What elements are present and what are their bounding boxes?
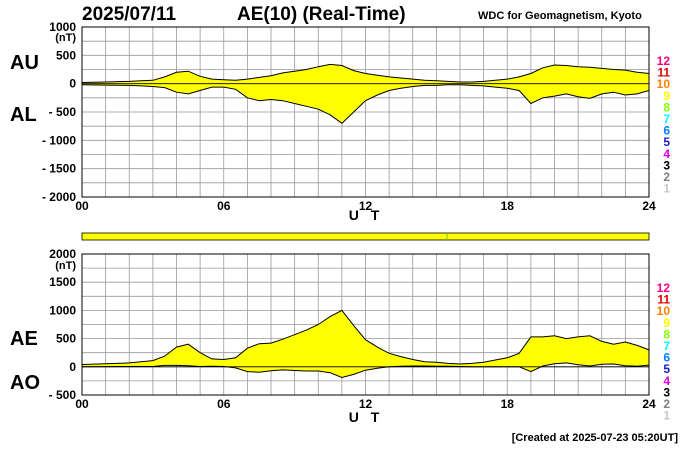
station-label-3: 3 <box>663 158 670 172</box>
station-label-7: 7 <box>663 112 670 126</box>
station-label-8: 8 <box>663 327 670 341</box>
ao-label: AO <box>10 372 40 394</box>
chart-date: 2025/07/11 <box>82 4 177 25</box>
station-label-1: 1 <box>663 409 670 423</box>
station-label-9: 9 <box>663 316 670 330</box>
station-label-2: 2 <box>663 170 670 184</box>
x-tick-label: 06 <box>217 397 231 411</box>
series-line-al <box>81 84 650 124</box>
station-label-8: 8 <box>663 100 670 114</box>
x-tick-label: 12 <box>359 199 373 213</box>
y-tick-label: 500 <box>56 332 76 346</box>
plot-frame <box>81 26 650 198</box>
x-tick-label: 12 <box>359 397 373 411</box>
x-tick-label: 18 <box>501 199 515 213</box>
series-line-au <box>81 63 650 83</box>
x-tick-label: 06 <box>217 199 231 213</box>
y-tick-label: 0 <box>69 77 76 91</box>
y-unit-label: (nT) <box>55 260 76 272</box>
station-label-3: 3 <box>663 385 670 399</box>
y-tick-label: 500 <box>56 48 76 62</box>
station-label-5: 5 <box>663 135 670 149</box>
station-label-5: 5 <box>663 362 670 376</box>
x-tick-label: 00 <box>75 397 89 411</box>
y-tick-label: - 500 <box>49 105 77 119</box>
y-tick-label: - 1000 <box>42 133 76 147</box>
series-line-ae <box>81 309 650 365</box>
station-label-10: 10 <box>657 77 671 91</box>
au-label: AU <box>10 52 39 74</box>
station-label-10: 10 <box>657 304 671 318</box>
data-source: WDC for Geomagnetism, Kyoto <box>478 10 642 22</box>
y-tick-label: - 2000 <box>42 190 76 204</box>
x-tick-label: 18 <box>501 397 515 411</box>
x-axis-label: U T <box>349 207 384 223</box>
station-label-6: 6 <box>663 351 670 365</box>
al-label: AL <box>10 104 37 126</box>
y-tick-label: - 1500 <box>42 162 76 176</box>
station-label-12: 12 <box>657 281 671 295</box>
plot-frame <box>81 253 650 396</box>
y-tick-label: 2000 <box>49 247 76 261</box>
y-tick-label: 1000 <box>49 303 76 317</box>
panel-au-al: 1000 500 0 - 500 - 1000 - 1500 - 2000 (nT) 00 06 1… <box>42 20 670 223</box>
station-label-9: 9 <box>663 89 670 103</box>
station-label-2: 2 <box>663 397 670 411</box>
series-line-ao <box>81 362 650 379</box>
band-fill <box>82 310 649 378</box>
station-label-4: 4 <box>663 147 670 161</box>
y-unit-label: (nT) <box>55 32 76 44</box>
station-label-4: 4 <box>663 374 670 388</box>
station-label-12: 12 <box>657 54 671 68</box>
y-tick-label: 1000 <box>49 20 76 34</box>
created-timestamp: [Created at 2025-07-23 05:20UT] <box>511 432 678 444</box>
station-label-1: 1 <box>663 182 670 196</box>
y-tick-label: 0 <box>69 360 76 374</box>
x-tick-label: 24 <box>642 397 656 411</box>
y-tick-label: - 500 <box>49 388 77 402</box>
chart-title: AE(10) (Real-Time) <box>237 4 406 25</box>
station-label-6: 6 <box>663 124 670 138</box>
data-coverage-bar <box>81 232 650 241</box>
x-tick-label: 00 <box>75 199 89 213</box>
station-label-11: 11 <box>657 66 670 80</box>
x-axis-label: U T <box>349 409 384 425</box>
station-label-11: 11 <box>657 293 670 307</box>
x-tick-label: 24 <box>642 199 656 213</box>
y-tick-label: 1500 <box>49 275 76 289</box>
ae-label: AE <box>10 328 38 350</box>
station-label-7: 7 <box>663 339 670 353</box>
